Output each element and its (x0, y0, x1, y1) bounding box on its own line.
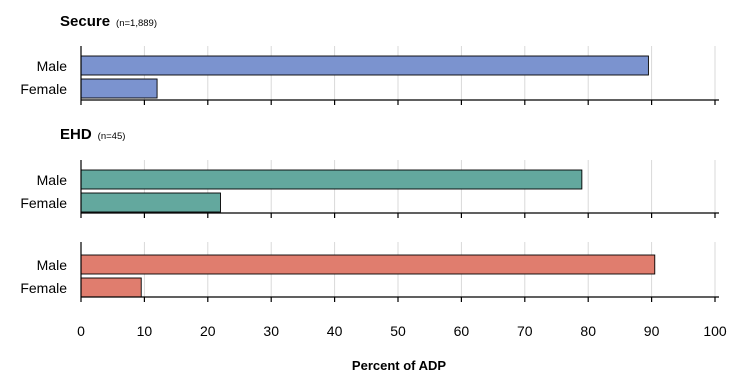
x-tick-label-30: 30 (263, 323, 279, 339)
x-axis-title: Percent of ADP (352, 358, 446, 373)
panel-1-title: Secure (60, 13, 110, 30)
category-label-1-male: Male (37, 58, 68, 74)
x-tick-label-50: 50 (390, 323, 406, 339)
labels-layer: Secure (n=1,889) Male Female EHD (n=45) Male Fe… (20, 13, 727, 339)
bar-panel-2-male (80, 169, 583, 190)
bar-panel-3-male (80, 254, 656, 275)
x-tick-label-80: 80 (580, 323, 596, 339)
x-tick-label-70: 70 (517, 323, 533, 339)
bar-panel-1-male (80, 55, 649, 76)
x-tick-label-90: 90 (644, 323, 660, 339)
bar-panel-2-female (80, 192, 221, 213)
category-label-3-male: Male (37, 257, 68, 273)
x-tick-label-60: 60 (454, 323, 470, 339)
panel-2-title: EHD (60, 126, 92, 143)
category-label-1-female: Female (20, 81, 67, 97)
x-tick-label-0: 0 (77, 323, 85, 339)
category-label-2-female: Female (20, 195, 67, 211)
category-label-3-female: Female (20, 280, 67, 296)
axes-layer (80, 46, 719, 302)
x-tick-label-20: 20 (200, 323, 216, 339)
x-tick-label-100: 100 (703, 323, 727, 339)
panel-1-n-label: (n=1,889) (116, 18, 157, 29)
panel-2-n-label: (n=45) (98, 131, 126, 142)
x-tick-label-10: 10 (137, 323, 153, 339)
bar-panel-3-female (80, 277, 142, 298)
x-tick-label-40: 40 (327, 323, 343, 339)
bars-layer (80, 55, 656, 298)
category-label-2-male: Male (37, 172, 68, 188)
bar-panel-1-female (80, 78, 158, 99)
